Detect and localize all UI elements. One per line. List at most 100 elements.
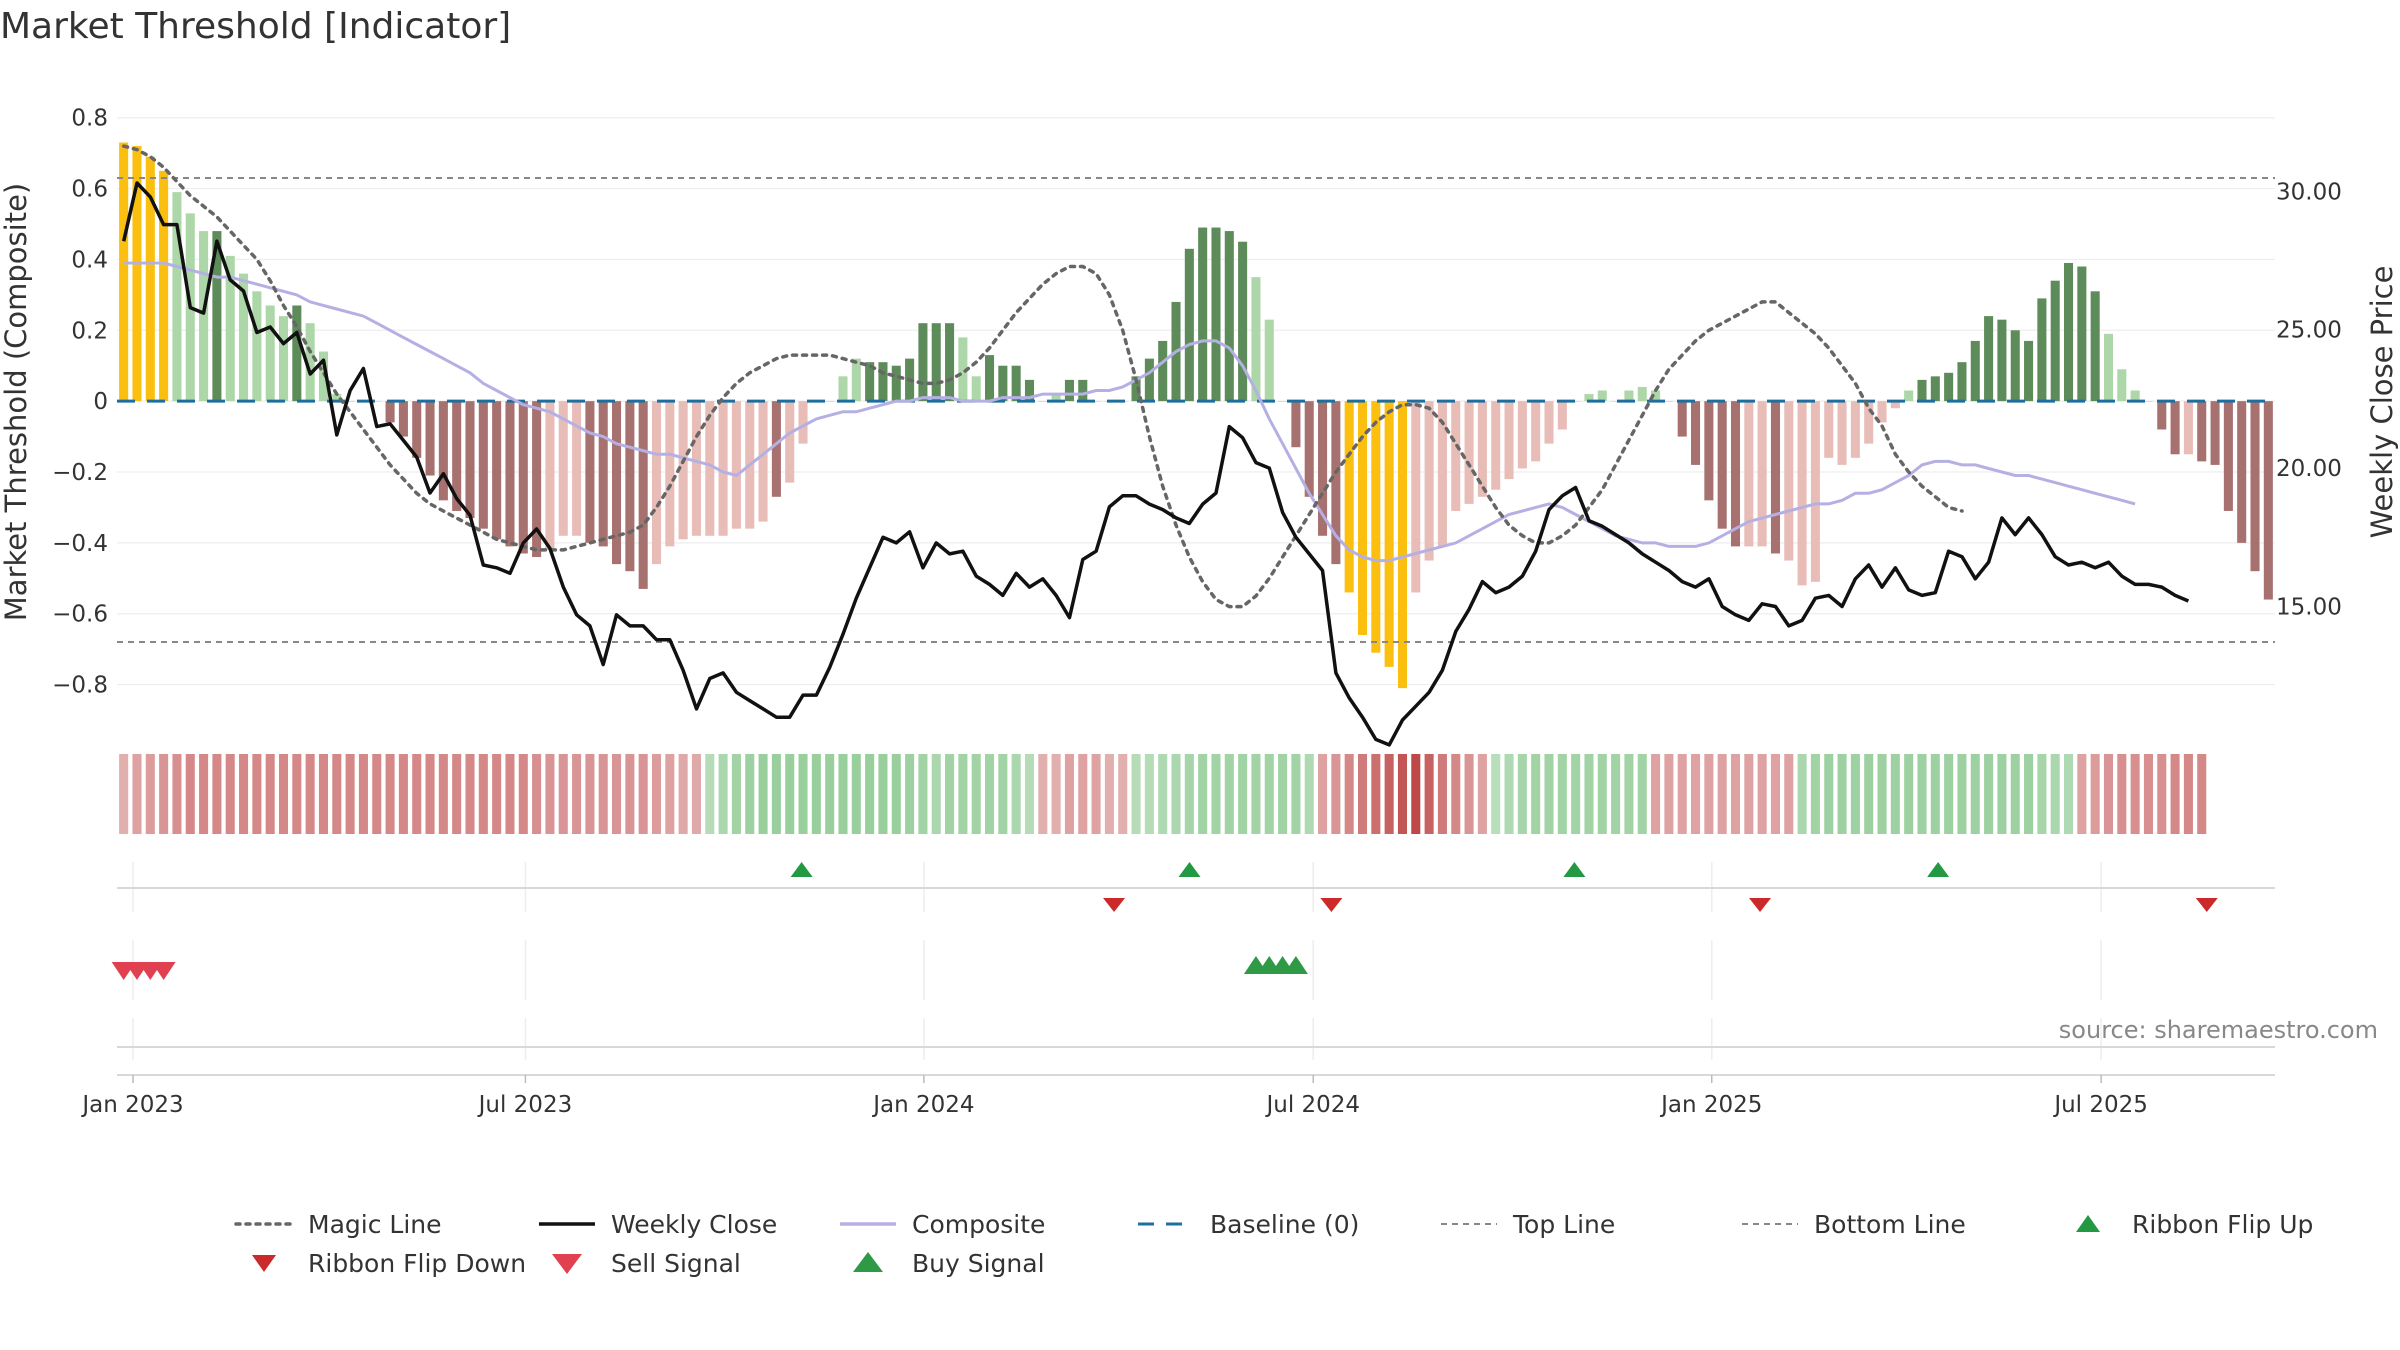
- ribbon-segment: [1744, 754, 1754, 834]
- ribbon-segment: [1064, 754, 1074, 834]
- composite-bar: [505, 401, 515, 547]
- ribbon-segment: [505, 754, 515, 834]
- y-axis-label-right: Weekly Close Price: [2365, 266, 2399, 539]
- ribbon-segment: [2143, 754, 2153, 834]
- composite-bar: [1131, 376, 1141, 402]
- y-tick-label-right: 25.00: [2276, 318, 2342, 344]
- ribbon-segment: [1238, 754, 1248, 834]
- ribbon-segment: [1104, 754, 1114, 834]
- ribbon-segment: [785, 754, 795, 834]
- composite-bar: [1477, 401, 1487, 497]
- ribbon-segment: [385, 754, 395, 834]
- composite-bar: [1784, 401, 1794, 561]
- composite-bar: [558, 401, 568, 536]
- composite-bar: [332, 394, 342, 402]
- ribbon-segment: [465, 754, 475, 834]
- ribbon-segment: [2077, 754, 2087, 834]
- legend-label: Ribbon Flip Down: [308, 1249, 526, 1278]
- composite-bar: [1664, 401, 1674, 402]
- ribbon-flip-up-marker: [1178, 862, 1201, 877]
- y-tick-label: 0: [93, 389, 108, 415]
- composite-bar: [145, 156, 155, 402]
- composite-bar: [1198, 227, 1208, 402]
- ribbon-segment: [199, 754, 209, 834]
- ribbon-segment: [1877, 754, 1887, 834]
- ribbon-segment: [278, 754, 289, 834]
- ribbon-segment: [2197, 754, 2207, 834]
- composite-bar: [518, 401, 528, 554]
- y-tick-label: 0.6: [71, 177, 108, 203]
- composite-bar: [1571, 401, 1581, 402]
- composite-bar: [2050, 280, 2060, 402]
- composite-bar: [545, 401, 555, 550]
- composite-bar: [292, 305, 302, 402]
- composite-bar: [1344, 401, 1354, 593]
- composite-bar: [465, 401, 475, 519]
- composite-bar: [1970, 340, 1980, 402]
- ribbon-segment: [2130, 754, 2140, 834]
- ribbon-segment: [612, 754, 622, 834]
- composite-bar: [2117, 369, 2127, 402]
- composite-bar: [598, 401, 608, 547]
- composite-bar: [891, 365, 901, 402]
- y-axis-right: 30.00 25.00 20.00 15.00: [2276, 179, 2342, 620]
- ribbon-segment: [1957, 754, 1967, 834]
- composite-bar: [572, 401, 582, 536]
- ribbon-segment: [998, 754, 1008, 834]
- y-axis-left: 0.8 0.6 0.4 0.2 0 −0.2 −0.4 −0.6 −0.8: [52, 106, 108, 699]
- ribbon-segment: [425, 754, 435, 834]
- composite-bar: [372, 401, 382, 402]
- ribbon-segment: [891, 754, 901, 834]
- composite-bar: [1064, 379, 1074, 402]
- composite-bar: [1651, 390, 1661, 402]
- y-tick-label: 0.2: [71, 318, 108, 344]
- ribbon-segment: [1704, 754, 1714, 834]
- ribbon-segment: [1318, 754, 1328, 834]
- ribbon-segment: [1371, 754, 1381, 834]
- y-axis-label: Market Threshold (Composite): [0, 183, 33, 621]
- ribbon-segment: [318, 754, 329, 834]
- composite-bar: [1637, 386, 1647, 402]
- ribbon-segment: [2157, 754, 2167, 834]
- composite-bar: [1144, 358, 1154, 402]
- composite-bar: [1211, 227, 1221, 402]
- composite-bar: [1384, 401, 1394, 667]
- ribbon-segment: [1504, 754, 1514, 834]
- composite-bar: [971, 376, 981, 402]
- composite-bar: [718, 401, 728, 536]
- ribbon-segment: [305, 754, 315, 834]
- y-tick-label: −0.6: [52, 602, 108, 628]
- ribbon-segment: [984, 754, 995, 834]
- composite-bar: [1984, 316, 1994, 402]
- y-tick-label-right: 15.00: [2276, 595, 2342, 621]
- composite-bar: [1717, 401, 1727, 529]
- ribbon-segment: [2037, 754, 2047, 834]
- legend-label: Ribbon Flip Up: [2132, 1210, 2313, 1239]
- composite-bar: [1357, 401, 1368, 635]
- composite-bar: [2143, 401, 2153, 402]
- ribbon-segment: [718, 754, 728, 834]
- composite-bar: [318, 351, 329, 402]
- composite-bar: [2237, 401, 2247, 543]
- composite-bar: [385, 401, 395, 423]
- composite-bar: [2223, 401, 2233, 511]
- composite-bar: [1437, 401, 1447, 547]
- composite-bar: [931, 323, 941, 402]
- composite-bar: [691, 401, 701, 536]
- ribbon-segment: [1810, 754, 1820, 834]
- ribbon-segment: [931, 754, 941, 834]
- composite-bar: [2210, 401, 2220, 465]
- ribbon-segment: [1637, 754, 1647, 834]
- ribbon-segment: [678, 754, 688, 834]
- composite-bar: [1770, 401, 1780, 554]
- source-text: source: sharemaestro.com: [2059, 1016, 2378, 1044]
- ribbon-segment: [1517, 754, 1527, 834]
- ribbon-segment: [1770, 754, 1780, 834]
- ribbon-segment: [492, 754, 502, 834]
- legend-item: Baseline (0): [1138, 1210, 1359, 1239]
- composite-bar: [851, 358, 861, 402]
- x-tick-label: Jul 2025: [2052, 1092, 2148, 1118]
- composite-bar: [199, 231, 209, 402]
- legend: Magic Line Weekly Close Composite Baseline …: [234, 1210, 2313, 1278]
- signal-row: [111, 956, 2275, 1076]
